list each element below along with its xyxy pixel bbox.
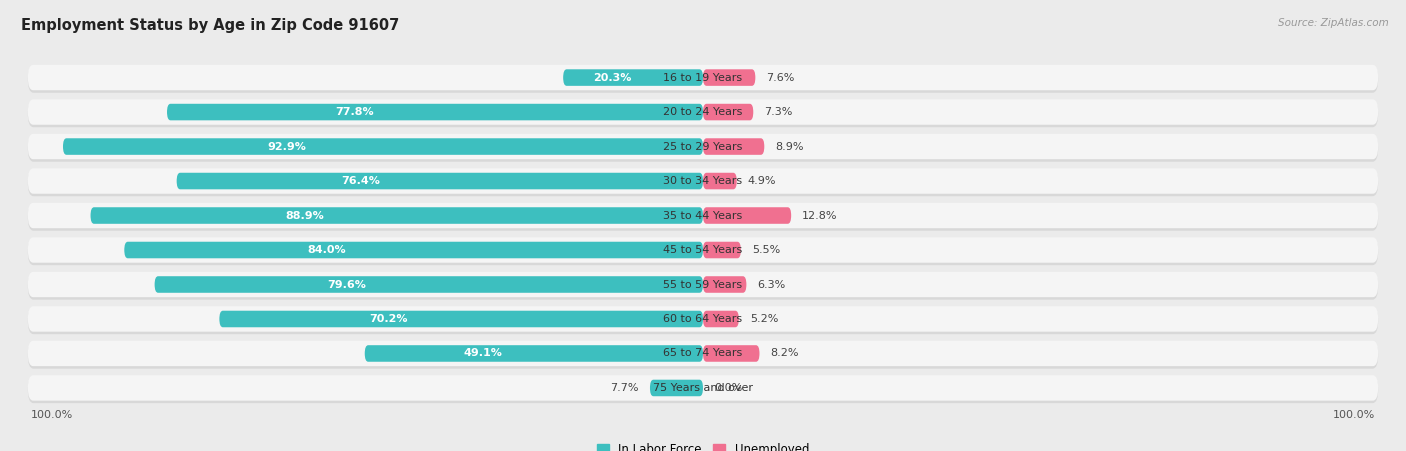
FancyBboxPatch shape	[703, 276, 747, 293]
Text: 7.7%: 7.7%	[610, 383, 638, 393]
Text: 35 to 44 Years: 35 to 44 Years	[664, 211, 742, 221]
FancyBboxPatch shape	[703, 242, 741, 258]
FancyBboxPatch shape	[28, 168, 1378, 194]
FancyBboxPatch shape	[564, 69, 703, 86]
Text: 100.0%: 100.0%	[31, 410, 73, 420]
FancyBboxPatch shape	[90, 207, 703, 224]
Text: 8.9%: 8.9%	[775, 142, 804, 152]
FancyBboxPatch shape	[703, 104, 754, 120]
Text: 45 to 54 Years: 45 to 54 Years	[664, 245, 742, 255]
Text: 76.4%: 76.4%	[342, 176, 380, 186]
FancyBboxPatch shape	[28, 67, 1378, 93]
Text: 7.6%: 7.6%	[766, 73, 794, 83]
Text: 49.1%: 49.1%	[464, 349, 502, 359]
FancyBboxPatch shape	[703, 207, 792, 224]
FancyBboxPatch shape	[28, 203, 1378, 228]
Text: 79.6%: 79.6%	[328, 280, 366, 290]
FancyBboxPatch shape	[28, 308, 1378, 334]
Text: 6.3%: 6.3%	[758, 280, 786, 290]
FancyBboxPatch shape	[28, 204, 1378, 231]
FancyBboxPatch shape	[155, 276, 703, 293]
FancyBboxPatch shape	[28, 237, 1378, 262]
FancyBboxPatch shape	[703, 69, 755, 86]
Text: 30 to 34 Years: 30 to 34 Years	[664, 176, 742, 186]
FancyBboxPatch shape	[28, 135, 1378, 162]
Legend: In Labor Force, Unemployed: In Labor Force, Unemployed	[598, 443, 808, 451]
FancyBboxPatch shape	[219, 311, 703, 327]
FancyBboxPatch shape	[364, 345, 703, 362]
Text: 65 to 74 Years: 65 to 74 Years	[664, 349, 742, 359]
FancyBboxPatch shape	[28, 341, 1378, 366]
FancyBboxPatch shape	[28, 170, 1378, 196]
Text: 92.9%: 92.9%	[267, 142, 307, 152]
FancyBboxPatch shape	[28, 272, 1378, 297]
FancyBboxPatch shape	[703, 138, 765, 155]
Text: 55 to 59 Years: 55 to 59 Years	[664, 280, 742, 290]
Text: 60 to 64 Years: 60 to 64 Years	[664, 314, 742, 324]
FancyBboxPatch shape	[28, 65, 1378, 90]
Text: Employment Status by Age in Zip Code 91607: Employment Status by Age in Zip Code 916…	[21, 18, 399, 33]
FancyBboxPatch shape	[28, 377, 1378, 403]
FancyBboxPatch shape	[703, 311, 738, 327]
Text: 0.0%: 0.0%	[714, 383, 742, 393]
Text: 5.5%: 5.5%	[752, 245, 780, 255]
Text: 7.3%: 7.3%	[765, 107, 793, 117]
FancyBboxPatch shape	[28, 239, 1378, 265]
Text: 75 Years and over: 75 Years and over	[652, 383, 754, 393]
Text: 25 to 29 Years: 25 to 29 Years	[664, 142, 742, 152]
FancyBboxPatch shape	[28, 99, 1378, 125]
FancyBboxPatch shape	[28, 342, 1378, 368]
FancyBboxPatch shape	[28, 306, 1378, 331]
FancyBboxPatch shape	[124, 242, 703, 258]
FancyBboxPatch shape	[167, 104, 703, 120]
Text: 20.3%: 20.3%	[593, 73, 631, 83]
FancyBboxPatch shape	[63, 138, 703, 155]
Text: 16 to 19 Years: 16 to 19 Years	[664, 73, 742, 83]
Text: 4.9%: 4.9%	[748, 176, 776, 186]
Text: Source: ZipAtlas.com: Source: ZipAtlas.com	[1278, 18, 1389, 28]
FancyBboxPatch shape	[28, 273, 1378, 299]
Text: 20 to 24 Years: 20 to 24 Years	[664, 107, 742, 117]
Text: 88.9%: 88.9%	[285, 211, 325, 221]
Text: 100.0%: 100.0%	[1333, 410, 1375, 420]
Text: 8.2%: 8.2%	[770, 349, 799, 359]
Text: 5.2%: 5.2%	[749, 314, 779, 324]
FancyBboxPatch shape	[177, 173, 703, 189]
FancyBboxPatch shape	[28, 134, 1378, 159]
Text: 12.8%: 12.8%	[803, 211, 838, 221]
Text: 77.8%: 77.8%	[335, 107, 374, 117]
Text: 70.2%: 70.2%	[370, 314, 408, 324]
FancyBboxPatch shape	[28, 375, 1378, 400]
FancyBboxPatch shape	[703, 173, 737, 189]
FancyBboxPatch shape	[703, 345, 759, 362]
FancyBboxPatch shape	[650, 380, 703, 396]
FancyBboxPatch shape	[28, 101, 1378, 127]
Text: 84.0%: 84.0%	[308, 245, 346, 255]
